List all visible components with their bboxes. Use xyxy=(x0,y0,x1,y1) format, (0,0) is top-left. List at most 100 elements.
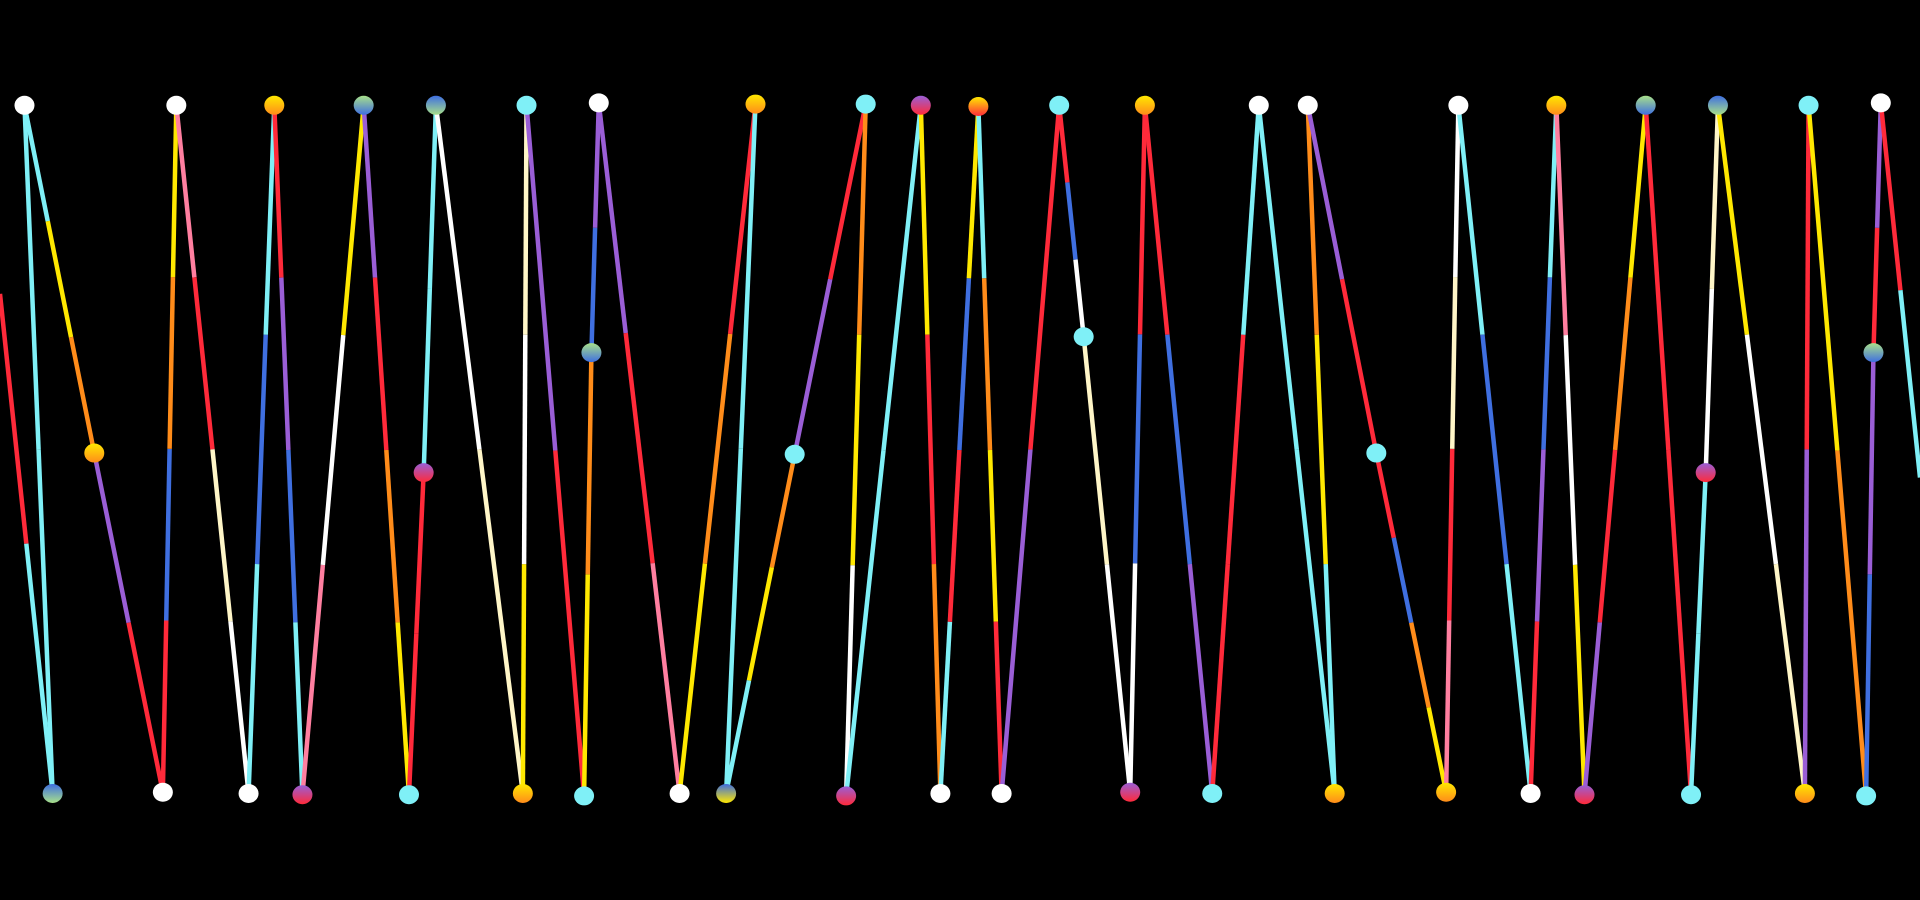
line-segment xyxy=(1806,105,1840,451)
node-dot xyxy=(1856,786,1877,806)
line-segment xyxy=(650,563,682,794)
line-segment xyxy=(1225,334,1246,565)
line-segment xyxy=(167,276,176,449)
node-dot xyxy=(1574,785,1595,805)
line-segment xyxy=(918,105,930,335)
line-segment xyxy=(1804,105,1811,450)
node-dot xyxy=(264,95,285,115)
line-segment xyxy=(1132,334,1143,564)
line-segment xyxy=(1443,620,1452,793)
node-dot xyxy=(413,463,434,483)
node-dot xyxy=(84,443,105,463)
line-segment xyxy=(727,103,758,335)
line-segment xyxy=(1773,563,1808,794)
line-segment xyxy=(1294,449,1337,794)
line-segment xyxy=(406,633,419,795)
node-dot xyxy=(516,95,537,115)
line-segment xyxy=(1554,105,1568,336)
node-dot xyxy=(1073,327,1094,347)
line-segment xyxy=(1339,278,1379,454)
line-segment xyxy=(843,450,886,797)
node-dot xyxy=(1248,95,1269,115)
line-segment xyxy=(1449,277,1458,449)
line-segment xyxy=(769,453,797,568)
line-segment xyxy=(881,105,924,451)
node-dot xyxy=(991,783,1012,803)
node-dot xyxy=(292,785,313,805)
line-segment xyxy=(1541,277,1553,450)
line-segment xyxy=(160,620,169,793)
line-segment xyxy=(361,105,378,278)
line-segment xyxy=(254,334,268,565)
line-segment xyxy=(286,449,298,623)
node-dot xyxy=(1707,95,1728,115)
node-dot xyxy=(855,94,876,114)
line-segment xyxy=(856,104,868,335)
line-segment xyxy=(553,450,587,797)
line-segments xyxy=(0,102,1920,797)
line-segment xyxy=(1142,105,1170,335)
line-segment xyxy=(1028,105,1062,450)
line-segment xyxy=(623,332,655,564)
line-segment xyxy=(1209,563,1231,794)
node-dot xyxy=(745,94,766,114)
line-segment xyxy=(246,563,260,794)
node-dot xyxy=(910,95,931,115)
line-segment xyxy=(702,333,733,564)
line-segment xyxy=(938,621,953,794)
line-segment xyxy=(585,352,594,575)
line-segment xyxy=(1874,102,1884,228)
line-segment xyxy=(746,566,775,681)
line-segment xyxy=(1081,336,1110,565)
line-segment xyxy=(738,103,758,449)
line-segment xyxy=(320,334,346,566)
line-segment xyxy=(723,448,744,794)
line-segment xyxy=(1863,574,1873,796)
node-dot xyxy=(581,343,602,363)
line-segment xyxy=(520,564,527,794)
line-segment xyxy=(827,103,868,280)
node-dot xyxy=(836,786,857,806)
node-dot xyxy=(1798,95,1819,115)
line-segment xyxy=(843,565,855,796)
node-dot xyxy=(930,783,951,803)
line-segment xyxy=(477,449,526,794)
line-segment xyxy=(1256,105,1299,450)
line-segment xyxy=(592,102,602,228)
node-dot xyxy=(42,783,63,803)
line-segment xyxy=(1391,537,1414,624)
line-segment xyxy=(1305,104,1345,280)
node-dot xyxy=(1635,95,1656,115)
line-segment xyxy=(1104,564,1133,793)
line-segment xyxy=(1480,334,1509,565)
line-segment xyxy=(1504,563,1533,794)
line-segment xyxy=(395,622,412,795)
node-dot xyxy=(238,783,259,803)
line-segment xyxy=(1528,621,1540,794)
line-segment xyxy=(1871,227,1880,353)
node-dot xyxy=(1202,783,1223,803)
line-segment xyxy=(174,105,197,278)
line-segment xyxy=(1187,563,1215,794)
line-segment xyxy=(1456,105,1485,335)
line-segment xyxy=(1073,259,1086,337)
line-segment xyxy=(957,278,972,451)
line-segment xyxy=(987,449,999,622)
node-dot xyxy=(574,786,595,806)
line-segment xyxy=(1453,105,1461,278)
line-segment xyxy=(22,105,41,450)
line-segment xyxy=(925,334,937,565)
line-segment xyxy=(24,543,55,794)
line-segment xyxy=(524,105,558,451)
line-segment xyxy=(1374,452,1396,539)
line-segment xyxy=(68,336,97,454)
line-segment xyxy=(126,622,166,793)
node-dot xyxy=(716,783,737,803)
node-dot xyxy=(1049,95,1070,115)
line-segment xyxy=(581,574,591,796)
line-segment xyxy=(433,105,482,450)
line-segment xyxy=(792,278,833,455)
line-segment xyxy=(1582,622,1603,795)
node-dot xyxy=(1863,343,1884,363)
